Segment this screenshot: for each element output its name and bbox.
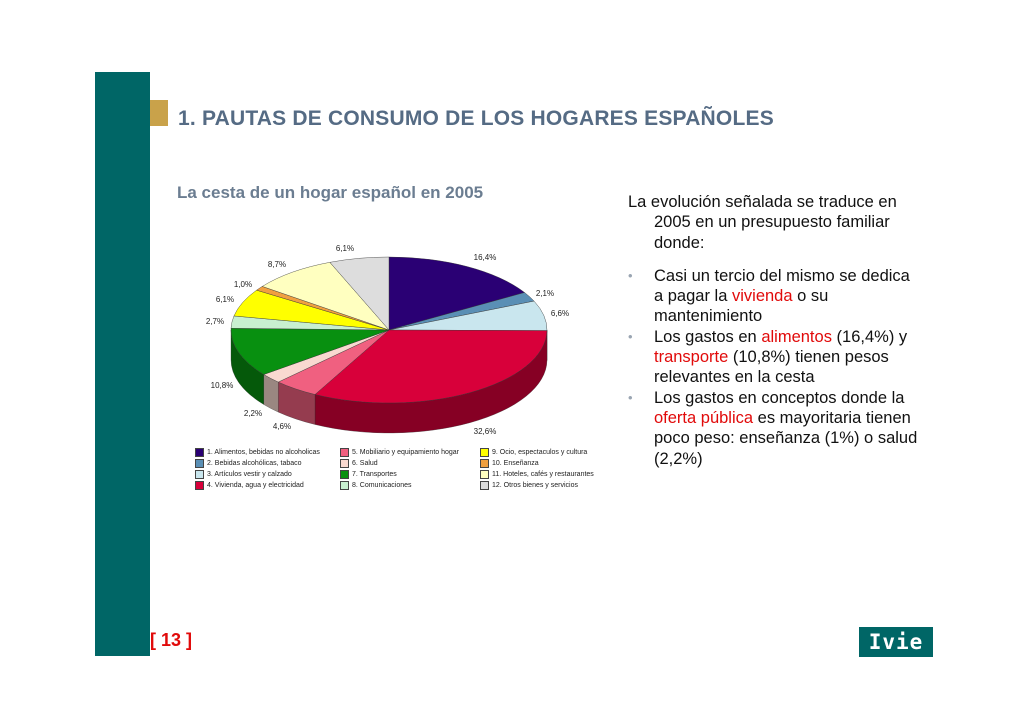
legend-swatch [480, 481, 489, 490]
bullet-public-offer: • Los gastos en conceptos donde la ofert… [628, 388, 918, 468]
pie-chart: 16,4%2,1%6,6%32,6%4,6%2,2%10,8%2,7%6,1%1… [206, 244, 569, 436]
bullet-housing: • Casi un tercio del mismo se dedica a p… [628, 266, 910, 326]
left-sidebar-band [95, 72, 150, 656]
highlight-alimentos: alimentos [761, 327, 832, 346]
legend-swatch [340, 459, 349, 468]
legend-item: 5. Mobiliario y equipamiento hogar [340, 448, 480, 457]
legend-swatch [195, 470, 204, 479]
legend-item: 8. Comunicaciones [340, 481, 480, 490]
legend-swatch [340, 481, 349, 490]
legend-label: 3. Artículos vestir y calzado [207, 471, 292, 478]
pie-sides [230, 329, 548, 434]
slice-data-label: 10,8% [211, 381, 234, 390]
slice-data-label: 1,0% [234, 280, 252, 289]
legend-item: 3. Artículos vestir y calzado [195, 470, 340, 479]
chart-legend: 1. Alimentos, bebidas no alcoholicas 5. M… [195, 448, 615, 490]
pie-slice [261, 262, 390, 331]
slice-data-label: 2,1% [536, 289, 554, 298]
bullet-food-transport: • Los gastos en alimentos (16,4%) y tran… [628, 327, 908, 387]
legend-item: 11. Hoteles, cafés y restaurantes [480, 470, 615, 479]
pie-slice [388, 256, 526, 331]
legend-item: 6. Salud [340, 459, 480, 468]
bullet-icon: • [628, 328, 633, 344]
legend-swatch [195, 459, 204, 468]
slice-data-label: 2,7% [206, 317, 224, 326]
highlight-oferta-publica: oferta pública [654, 408, 754, 427]
highlight-transporte: transporte [654, 348, 729, 367]
legend-label: 5. Mobiliario y equipamiento hogar [352, 449, 460, 456]
pie-slice [314, 329, 548, 404]
pie-slice [230, 328, 390, 375]
chart-title: La cesta de un hogar español en 2005 [177, 183, 484, 202]
legend-swatch [340, 470, 349, 479]
legend-swatch [480, 459, 489, 468]
pie-slice [329, 256, 390, 331]
slice-data-label: 6,1% [336, 244, 354, 253]
legend-label: 6. Salud [352, 460, 378, 467]
legend-item: 12. Otros bienes y servicios [480, 481, 615, 490]
legend-item: 4. Vivienda, agua y electricidad [195, 481, 340, 490]
title-accent-tab [150, 100, 168, 126]
highlight-vivienda: vivienda [731, 287, 793, 306]
legend-label: 11. Hoteles, cafés y restaurantes [492, 471, 594, 478]
legend-swatch [195, 481, 204, 490]
legend-item: 10. Enseñanza [480, 459, 615, 468]
slice-data-label: 4,6% [273, 422, 291, 431]
legend-label: 8. Comunicaciones [352, 482, 412, 489]
legend-label: 10. Enseñanza [492, 460, 539, 467]
legend-item: 2. Bebidas alcohólicas, tabaco [195, 459, 340, 468]
legend-item: 7. Transportes [340, 470, 480, 479]
legend-item: 1. Alimentos, bebidas no alcoholicas [195, 448, 340, 457]
commentary-panel: La evolución señalada se traduce en 2005… [628, 192, 918, 469]
intro-text: La evolución señalada se traduce en 2005… [628, 193, 897, 252]
legend-label: 12. Otros bienes y servicios [492, 482, 578, 489]
legend-label: 9. Ocio, espectaculos y cultura [492, 449, 588, 456]
legend-swatch [480, 448, 489, 457]
legend-item: 9. Ocio, espectaculos y cultura [480, 448, 615, 457]
bullet-icon: • [628, 267, 633, 283]
legend-label: 2. Bebidas alcohólicas, tabaco [207, 460, 302, 467]
legend-swatch [340, 448, 349, 457]
legend-swatch [195, 448, 204, 457]
slice-data-label: 6,1% [216, 295, 234, 304]
slice-data-label: 16,4% [474, 253, 497, 262]
page-number: [ 13 ] [150, 630, 193, 650]
legend-swatch [480, 470, 489, 479]
slice-data-label: 8,7% [268, 260, 286, 269]
slice-data-label: 6,6% [551, 309, 569, 318]
legend-label: 1. Alimentos, bebidas no alcoholicas [207, 449, 320, 456]
slice-data-label: 32,6% [474, 427, 497, 436]
bullet-icon: • [628, 389, 633, 405]
ivie-logo: Ivie [859, 627, 933, 657]
page-title: 1. PAUTAS DE CONSUMO DE LOS HOGARES ESPA… [178, 107, 774, 130]
legend-label: 7. Transportes [352, 471, 397, 478]
legend-label: 4. Vivienda, agua y electricidad [207, 482, 304, 489]
slice-data-label: 2,2% [244, 409, 262, 418]
